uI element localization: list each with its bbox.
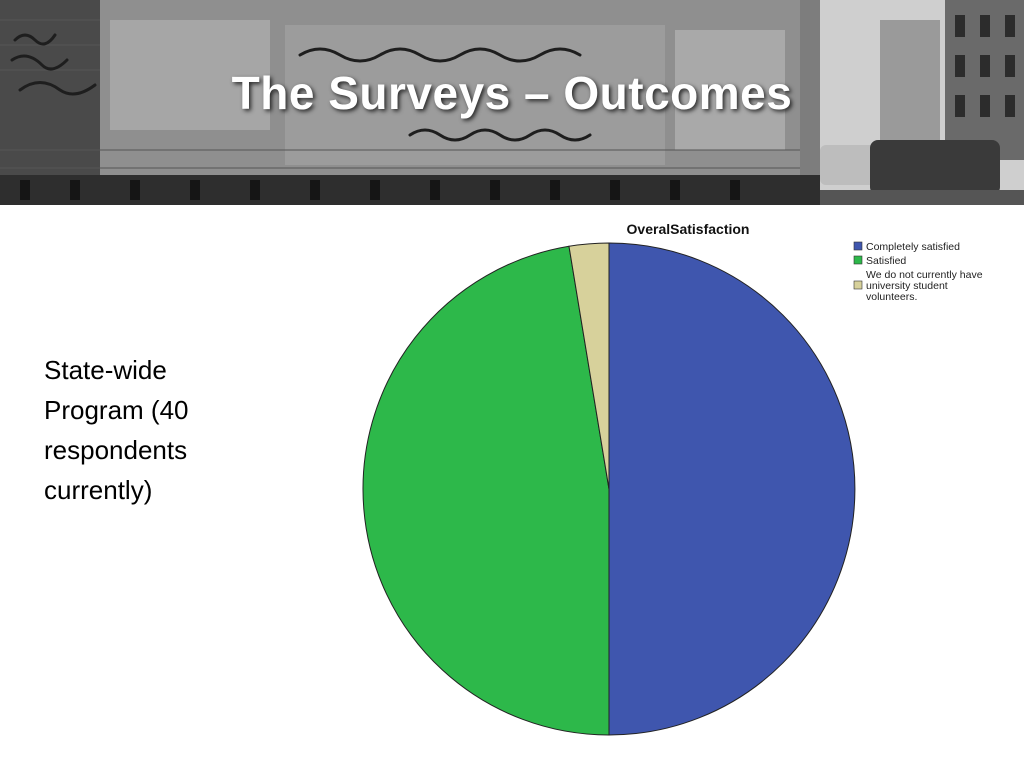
body-line: currently) bbox=[44, 475, 153, 505]
pie-chart: OveralSatisfaction Completely satisfied S… bbox=[330, 210, 1024, 760]
body-line: Program (40 bbox=[44, 395, 189, 425]
legend-label: We do not currently have bbox=[866, 269, 983, 281]
legend-label: Completely satisfied bbox=[866, 241, 960, 253]
legend-swatch bbox=[853, 241, 863, 251]
body-line: State-wide bbox=[44, 355, 167, 385]
header-banner-photo bbox=[0, 0, 1024, 205]
graffiti-wall-image bbox=[0, 0, 1024, 205]
legend-label: Satisfied bbox=[866, 255, 906, 267]
legend-label: university student bbox=[866, 280, 948, 292]
legend-swatch bbox=[853, 255, 863, 265]
pie-slice bbox=[362, 245, 610, 736]
body-line: respondents bbox=[44, 435, 188, 465]
legend-swatch bbox=[853, 280, 863, 290]
body-text: State-wide Program (40 respondents curre… bbox=[44, 350, 244, 510]
chart-legend: Completely satisfied Satisfied We do not c… bbox=[853, 241, 983, 303]
pie-slices bbox=[362, 242, 856, 736]
pie-slice bbox=[608, 242, 856, 736]
pie-slice bbox=[568, 242, 610, 490]
pie-chart-svg: OveralSatisfaction Completely satisfied S… bbox=[362, 221, 983, 736]
chart-title: OveralSatisfaction bbox=[627, 221, 750, 237]
slide-title: The Surveys – Outcomes bbox=[231, 67, 793, 119]
legend-label: volunteers. bbox=[866, 291, 917, 303]
